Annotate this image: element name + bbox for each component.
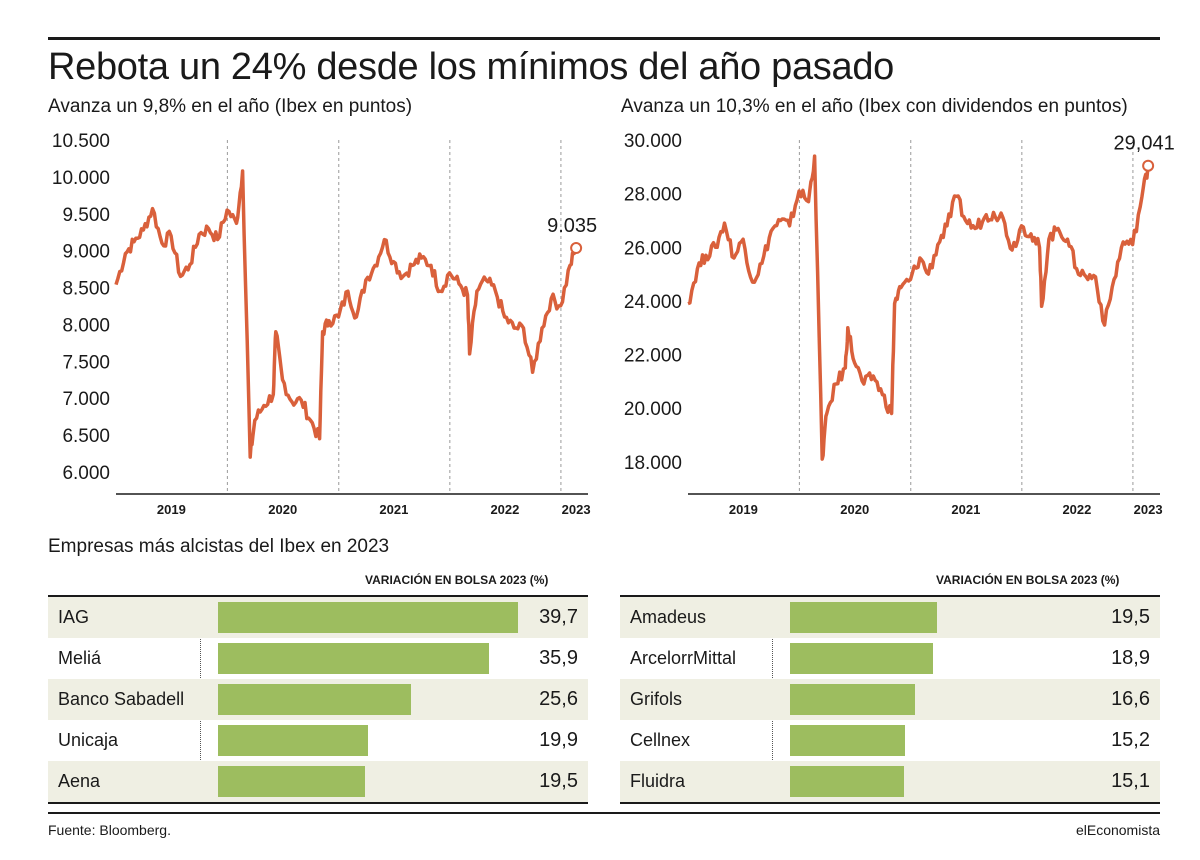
x-tick-label: 2022 bbox=[1062, 502, 1091, 517]
x-tick-label: 2023 bbox=[562, 502, 591, 517]
value-label: 18,9 bbox=[1111, 647, 1150, 669]
value-bar bbox=[218, 766, 366, 797]
publisher-brand: elEconomista bbox=[1075, 822, 1160, 838]
value-bar bbox=[218, 602, 518, 633]
value-bar bbox=[218, 725, 369, 756]
company-name: Amadeus bbox=[630, 607, 707, 627]
company-name: ArcelorrMittal bbox=[630, 648, 737, 668]
series-line bbox=[114, 169, 578, 459]
table-row: Banco Sabadell 25,6 bbox=[48, 679, 588, 720]
table-row: IAG 39,7 bbox=[48, 597, 588, 638]
column-header: VARIACIÓN EN BOLSA 2023 (%) bbox=[365, 573, 549, 587]
x-tick-label: 2020 bbox=[268, 502, 297, 517]
company-name: Meliá bbox=[58, 648, 102, 668]
value-label: 25,6 bbox=[539, 688, 578, 710]
table-row: Cellnex 15,2 bbox=[620, 720, 1160, 761]
last-value-label: 29,041 bbox=[1114, 133, 1175, 155]
section-title: Empresas más alcistas del Ibex en 2023 bbox=[48, 536, 390, 557]
company-name: Banco Sabadell bbox=[58, 689, 185, 709]
y-tick-label: 26.000 bbox=[624, 238, 682, 259]
last-point-marker bbox=[570, 242, 583, 255]
last-value-label: 9.035 bbox=[547, 215, 597, 237]
table-row: Unicaja 19,9 bbox=[48, 720, 588, 761]
y-tick-label: 10.500 bbox=[52, 131, 110, 152]
x-tick-label: 2023 bbox=[1134, 502, 1163, 517]
x-tick-label: 2019 bbox=[729, 502, 758, 517]
ranking-table-right: Amadeus 19,5 ArcelorrMittal 18,9 Grifols 16,6… bbox=[620, 595, 1160, 804]
y-tick-label: 8.000 bbox=[62, 315, 110, 336]
value-label: 39,7 bbox=[539, 606, 578, 628]
value-bar bbox=[790, 684, 916, 715]
value-bar bbox=[790, 725, 905, 756]
company-name: Cellnex bbox=[630, 730, 691, 750]
table-row: Meliá 35,9 bbox=[48, 638, 588, 679]
value-label: 19,9 bbox=[539, 729, 578, 751]
y-tick-label: 9.000 bbox=[62, 242, 110, 263]
x-tick-label: 2021 bbox=[379, 502, 408, 517]
value-label: 15,1 bbox=[1111, 770, 1150, 792]
company-name: Fluidra bbox=[630, 771, 686, 791]
top-rule bbox=[48, 37, 1160, 40]
column-header: VARIACIÓN EN BOLSA 2023 (%) bbox=[936, 573, 1120, 587]
company-name: Unicaja bbox=[58, 730, 119, 750]
table-row: ArcelorrMittal 18,9 bbox=[620, 638, 1160, 679]
chart-left-title: Avanza un 9,8% en el año (Ibex en puntos… bbox=[48, 96, 413, 117]
source-note: Fuente: Bloomberg. bbox=[48, 822, 171, 838]
value-bar bbox=[790, 643, 933, 674]
y-tick-label: 30.000 bbox=[624, 131, 682, 152]
bottom-rule bbox=[48, 812, 1160, 814]
y-tick-label: 18.000 bbox=[624, 453, 682, 474]
y-tick-label: 6.500 bbox=[62, 426, 110, 447]
y-tick-label: 7.000 bbox=[62, 389, 110, 410]
value-label: 19,5 bbox=[1111, 606, 1150, 628]
y-tick-label: 28.000 bbox=[624, 185, 682, 206]
series-line bbox=[687, 154, 1150, 461]
chart-right-title: Avanza un 10,3% en el año (Ibex con divi… bbox=[621, 96, 1128, 117]
y-tick-label: 6.000 bbox=[62, 463, 110, 484]
last-point-marker bbox=[1142, 159, 1155, 172]
y-tick-label: 10.000 bbox=[52, 168, 110, 189]
company-name: Grifols bbox=[630, 689, 683, 709]
y-tick-label: 20.000 bbox=[624, 399, 682, 420]
value-label: 19,5 bbox=[539, 770, 578, 792]
y-tick-label: 8.500 bbox=[62, 279, 110, 300]
x-tick-label: 2020 bbox=[840, 502, 869, 517]
y-tick-label: 9.500 bbox=[62, 205, 110, 226]
x-tick-label: 2019 bbox=[157, 502, 186, 517]
y-tick-label: 22.000 bbox=[624, 346, 682, 367]
value-label: 16,6 bbox=[1111, 688, 1150, 710]
value-bar bbox=[218, 643, 490, 674]
y-tick-label: 24.000 bbox=[624, 292, 682, 313]
company-name: Aena bbox=[58, 771, 101, 791]
table-row: Amadeus 19,5 bbox=[620, 597, 1160, 638]
value-label: 35,9 bbox=[539, 647, 578, 669]
value-label: 15,2 bbox=[1111, 729, 1150, 751]
value-bar bbox=[790, 766, 905, 797]
x-tick-label: 2022 bbox=[490, 502, 519, 517]
company-name: IAG bbox=[58, 607, 90, 627]
headline: Rebota un 24% desde los mínimos del año … bbox=[48, 46, 894, 88]
x-tick-label: 2021 bbox=[951, 502, 980, 517]
table-row: Fluidra 15,1 bbox=[620, 761, 1160, 802]
value-bar bbox=[790, 602, 938, 633]
value-bar bbox=[218, 684, 412, 715]
table-row: Aena 19,5 bbox=[48, 761, 588, 802]
y-tick-label: 7.500 bbox=[62, 352, 110, 373]
chart-ibex: 10.500 10.000 9.500 9.000 8.500 8.000 7.500 7.0… bbox=[52, 131, 597, 517]
chart-ibex-dividendos: 30.000 28.000 26.000 24.000 22.000 20.000 18.0… bbox=[624, 131, 1175, 517]
ranking-table-left: IAG 39,7 Meliá 35,9 Banco Sabadell 25,6 Unicaj… bbox=[48, 595, 588, 804]
table-row: Grifols 16,6 bbox=[620, 679, 1160, 720]
